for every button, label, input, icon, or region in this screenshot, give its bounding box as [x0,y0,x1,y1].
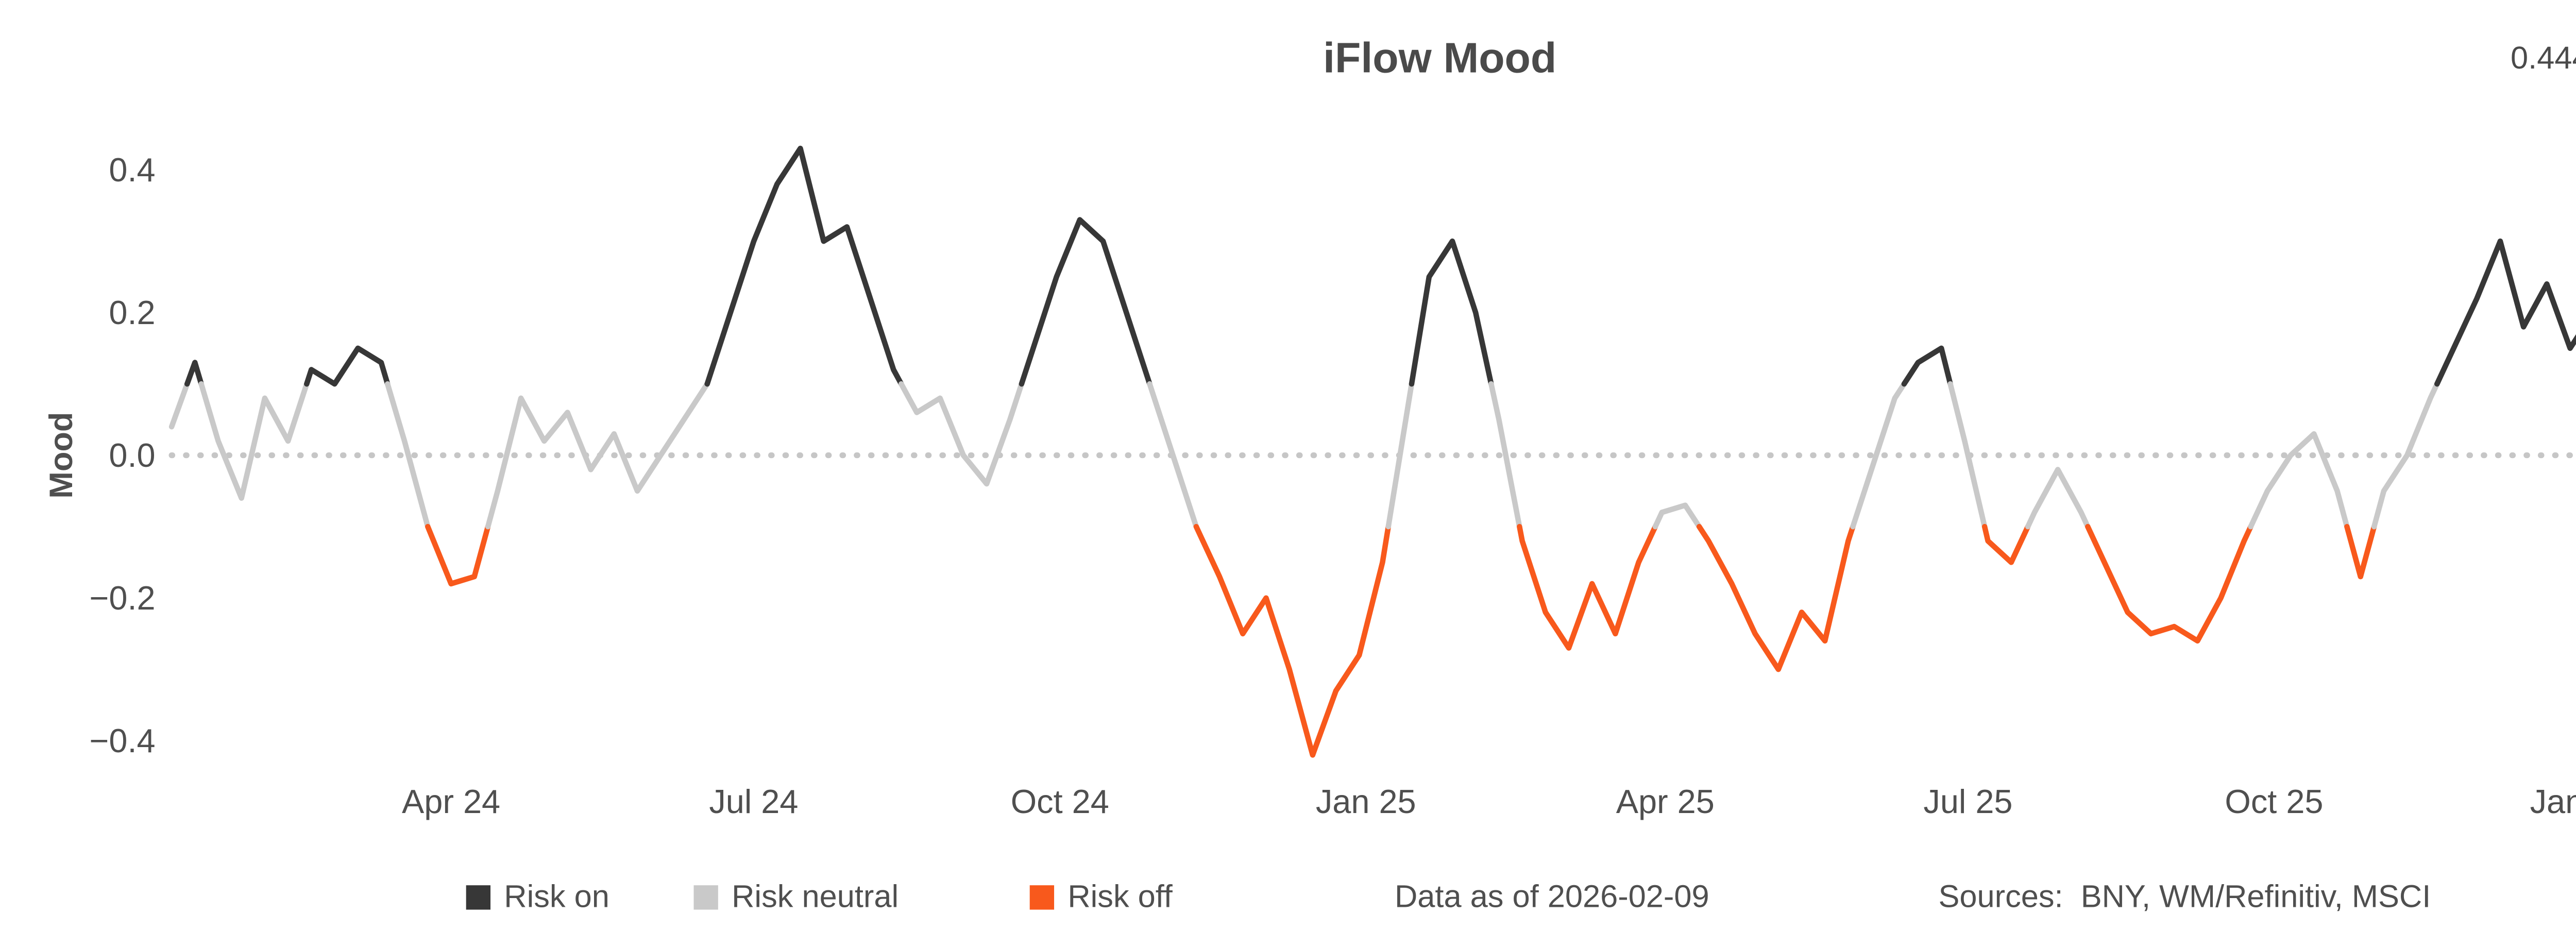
mood-line-segment-risk-off [2344,523,2377,580]
x-tick-label: Apr 24 [402,783,500,820]
legend-swatch-risk-off [1029,885,1055,910]
mood-line-segment-risk-neutral [198,381,310,501]
x-tick-label: Oct 25 [2225,783,2323,820]
y-tick-label: 0.4 [109,151,155,189]
sources-footnote: Sources: BNY, WM/Refinitiv, MSCI [1938,878,2431,914]
legend-swatch-risk-neutral [693,885,718,910]
x-tick-label: Jul 24 [709,783,798,820]
mood-line-segment-risk-on [1409,238,1494,387]
mood-line-segment-risk-on [1019,217,1153,387]
x-axis-ticks: Apr 24 Jul 24 Oct 24 Jan 25 Apr 25 Jul 25 Oct … [402,783,2576,820]
data-as-of-footnote: Data as of 2026-02-09 [1395,878,1709,914]
mood-line-segment-risk-neutral [168,381,190,430]
mood-line-segment-risk-on [704,145,904,387]
mood-line-segment-risk-on [184,360,204,387]
mood-line-segment-risk-neutral [899,381,1025,487]
mood-line-segment-risk-off [1517,523,1658,651]
mood-line-segment-risk-neutral [1850,381,1907,530]
mood-line-series [168,145,2576,758]
mood-line-segment-risk-off [1981,523,2031,565]
x-tick-label: Apr 25 [1616,783,1715,820]
mood-line-segment-risk-neutral [2248,431,2350,530]
mood-line-segment-risk-neutral [1385,381,1415,530]
legend-risk-on-label: Risk on [504,878,609,914]
mood-line-segment-risk-off [2085,523,2253,644]
latest-value-label: 0.4449 → risk on [2511,40,2576,76]
legend-swatch-risk-on [466,885,491,910]
mood-line-segment-risk-off [425,523,491,587]
legend-risk-off-label: Risk off [1067,878,1173,914]
mood-line-segment-risk-neutral [485,381,710,530]
mood-line-segment-risk-neutral [2025,467,2091,530]
y-axis-ticks: 0.4 0.2 0.0 −0.2 −0.4 [90,151,156,759]
chart-title: iFlow Mood [1323,34,1556,81]
y-tick-label: 0.2 [109,294,155,331]
mood-line-segment-risk-on [2434,238,2576,387]
y-tick-label: −0.2 [90,579,156,617]
legend: Risk on Risk neutral Risk off [466,878,1173,914]
y-axis-label: Mood [43,412,79,499]
x-tick-label: Jul 25 [1923,783,2012,820]
mood-line-segment-risk-neutral [384,381,431,530]
y-tick-label: 0.0 [109,436,155,474]
legend-risk-neutral-label: Risk neutral [732,878,899,914]
y-tick-label: −0.4 [90,722,156,759]
mood-line-segment-risk-on [304,345,391,387]
x-tick-label: Oct 24 [1011,783,1109,820]
mood-line-segment-risk-neutral [2371,381,2440,530]
mood-line-segment-risk-on [1901,345,1953,387]
x-tick-label: Jan 25 [1316,783,1416,820]
mood-line-segment-risk-off [1193,523,1391,758]
mood-line-segment-risk-neutral [1652,502,1702,530]
mood-line-segment-risk-neutral [1147,381,1199,530]
x-tick-label: Jan 26 [2530,783,2576,820]
mood-line-segment-risk-neutral [1488,381,1522,530]
mood-line-segment-risk-neutral [1947,381,1988,530]
mood-line-segment-risk-off [1696,523,1856,672]
